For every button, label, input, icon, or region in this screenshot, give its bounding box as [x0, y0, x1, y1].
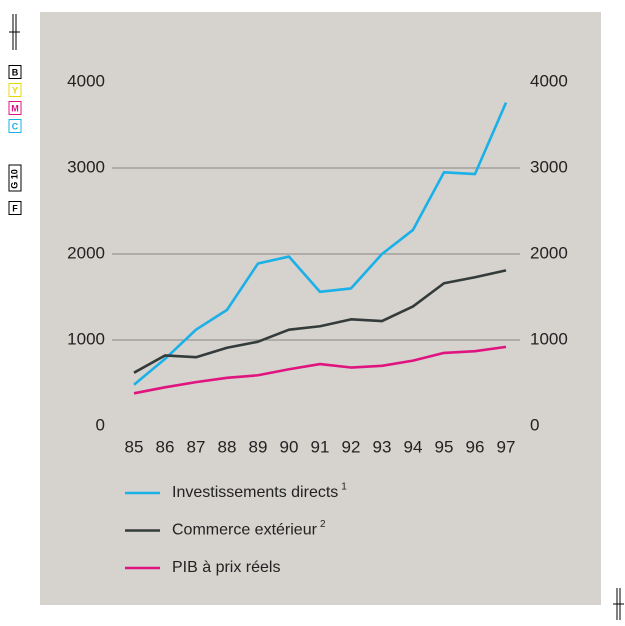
print-mark-label: M [11, 103, 19, 113]
x-tick-label: 93 [373, 437, 392, 456]
x-tick-label: 89 [249, 437, 268, 456]
x-tick-label: 85 [125, 437, 144, 456]
y2-tick-label: 1000 [530, 329, 568, 348]
x-tick-label: 86 [156, 437, 175, 456]
print-mark-box [8, 164, 22, 192]
x-tick-label: 97 [497, 437, 516, 456]
legend-superscript: 2 [320, 519, 326, 530]
x-tick-label: 90 [280, 437, 299, 456]
registration-mark [9, 14, 624, 620]
series-line [133, 269, 507, 374]
y-tick-label: 1000 [67, 329, 105, 348]
legend-label: Commerce extérieur [172, 522, 318, 539]
print-mark-label: Y [12, 85, 18, 95]
y2-tick-label: 4000 [530, 71, 568, 90]
legend-label: PIB à prix réels [172, 559, 280, 576]
legend-label: Investissements directs [172, 484, 338, 501]
y-tick-label: 2000 [67, 243, 105, 262]
print-mark-box [8, 101, 22, 115]
legend-superscript: 1 [341, 482, 347, 493]
x-tick-label: 92 [342, 437, 361, 456]
y-tick-label: 0 [96, 415, 105, 434]
print-mark-box [8, 65, 22, 79]
x-tick-label: 87 [187, 437, 206, 456]
print-mark-box [8, 201, 22, 215]
x-tick-label: 94 [404, 437, 423, 456]
print-mark-label: F [12, 203, 18, 213]
y2-tick-label: 2000 [530, 243, 568, 262]
print-mark-label: B [12, 67, 19, 77]
x-tick-label: 95 [435, 437, 454, 456]
y2-tick-label: 3000 [530, 157, 568, 176]
y2-tick-label: 0 [530, 415, 539, 434]
print-mark-label: G 10 [9, 169, 19, 189]
y-tick-label: 4000 [67, 71, 105, 90]
print-mark-box [8, 83, 22, 97]
chart-background [40, 12, 601, 605]
x-tick-label: 91 [311, 437, 330, 456]
series-line [133, 102, 508, 386]
x-tick-label: 96 [466, 437, 485, 456]
x-tick-label: 88 [218, 437, 237, 456]
series-line [133, 345, 507, 395]
y-tick-label: 3000 [67, 157, 105, 176]
print-mark-label: C [12, 121, 19, 131]
print-mark-box [8, 119, 22, 133]
